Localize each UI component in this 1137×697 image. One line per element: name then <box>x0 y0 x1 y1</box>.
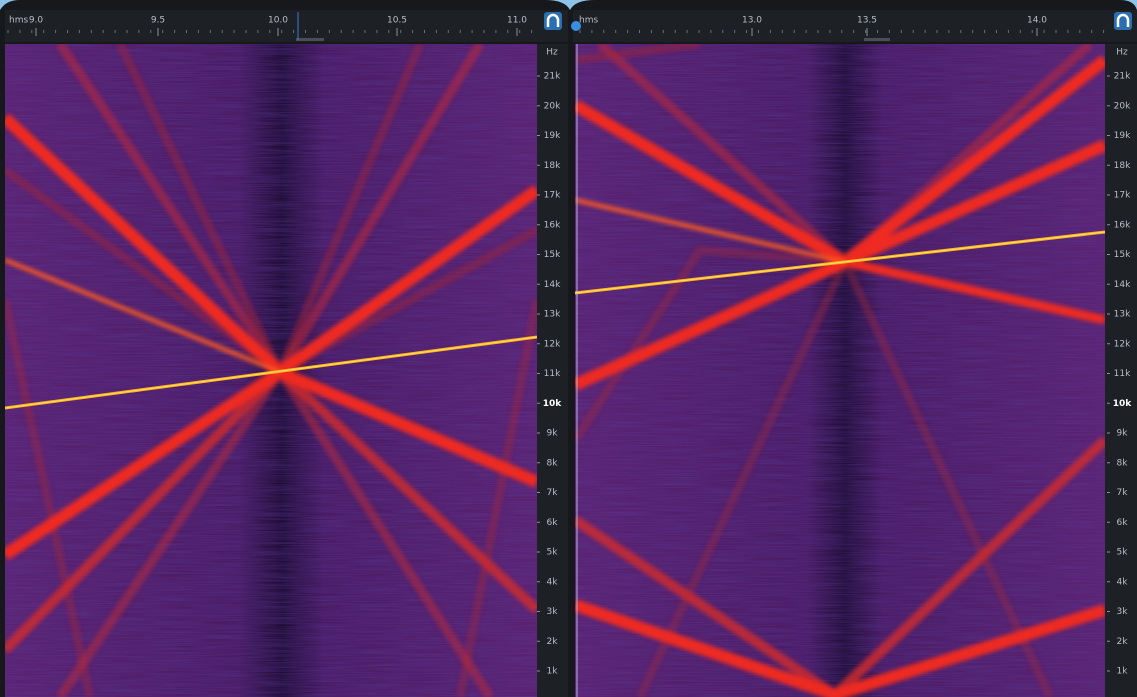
freq-label: 3k <box>547 607 559 617</box>
freq-label: 4k <box>1117 577 1129 587</box>
panel: hms 13.0 13.5 14.0 Hz 21k 20k 19k 18k 17k 16k 15k 14… <box>571 10 1137 697</box>
time-tick-label: 9.5 <box>151 16 165 26</box>
time-tick-label: 11.0 <box>507 16 527 26</box>
page: hms9.09.510.010.511.0Hz21k20k19k18k17k16… <box>0 0 1137 697</box>
freq-label: 9k <box>547 429 559 439</box>
freq-label: 21k <box>544 72 561 82</box>
freq-label: 4k <box>547 577 559 587</box>
freq-label: 11k <box>1114 369 1131 379</box>
time-tick-label: 13.0 <box>742 16 762 26</box>
freq-label: 2k <box>547 637 559 647</box>
freq-label: 6k <box>1117 518 1129 528</box>
freq-label: 8k <box>547 458 559 468</box>
freq-label: 19k <box>544 131 561 141</box>
freq-label: 16k <box>1114 220 1131 230</box>
freq-label: 12k <box>1114 339 1131 349</box>
freq-label: 7k <box>1117 488 1129 498</box>
freq-label: 17k <box>544 191 561 201</box>
freq-label: 18k <box>544 161 561 171</box>
freq-label: 18k <box>1114 161 1131 171</box>
freq-label: 8k <box>1117 458 1129 468</box>
freq-label: 7k <box>547 488 559 498</box>
freq-label: 20k <box>544 101 561 111</box>
freq-unit: Hz <box>546 48 558 58</box>
time-unit: hms <box>579 16 598 26</box>
spectrogram <box>5 44 537 697</box>
freq-label: 15k <box>1114 250 1131 260</box>
freq-label: 3k <box>1117 607 1129 617</box>
freq-label: 5k <box>547 548 559 558</box>
freq-label: 5k <box>1117 548 1129 558</box>
freq-label: 21k <box>1114 72 1131 82</box>
freq-label: 2k <box>1117 637 1129 647</box>
freq-label: 19k <box>1114 131 1131 141</box>
scroll-thumb <box>296 38 324 41</box>
freq-label: 15k <box>544 250 561 260</box>
freq-label: 11k <box>544 369 561 379</box>
scroll-thumb <box>864 38 890 41</box>
time-tick-label: 13.5 <box>857 16 877 26</box>
freq-label: 13k <box>544 310 561 320</box>
freq-label: 17k <box>1114 191 1131 201</box>
freq-label: 9k <box>1117 429 1129 439</box>
freq-label: 16k <box>544 220 561 230</box>
time-tick-label: 14.0 <box>1027 16 1047 26</box>
freq-label: 20k <box>1114 101 1131 111</box>
spectrogram-editor: hms9.09.510.010.511.0Hz21k20k19k18k17k16… <box>0 0 1137 697</box>
freq-label: 1k <box>547 667 559 677</box>
freq-label: 10k <box>1113 399 1133 409</box>
ruler <box>573 10 1137 42</box>
freq-label: 10k <box>543 399 563 409</box>
freq-label: 6k <box>547 518 559 528</box>
time-unit: hms <box>9 16 28 26</box>
freq-label: 13k <box>1114 310 1131 320</box>
freq-label: 14k <box>1114 280 1131 290</box>
time-tick-label: 10.5 <box>387 16 407 26</box>
freq-unit: Hz <box>1116 48 1128 58</box>
freq-label: 1k <box>1117 667 1129 677</box>
freq-label: 12k <box>544 339 561 349</box>
freq-label: 14k <box>544 280 561 290</box>
spectrogram <box>575 44 1105 697</box>
time-tick-label: 10.0 <box>268 16 288 26</box>
time-tick-label: 9.0 <box>29 16 44 26</box>
